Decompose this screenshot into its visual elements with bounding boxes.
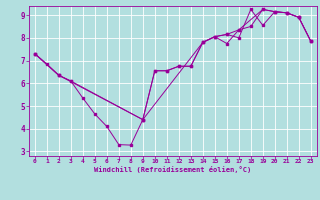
X-axis label: Windchill (Refroidissement éolien,°C): Windchill (Refroidissement éolien,°C) <box>94 166 252 173</box>
